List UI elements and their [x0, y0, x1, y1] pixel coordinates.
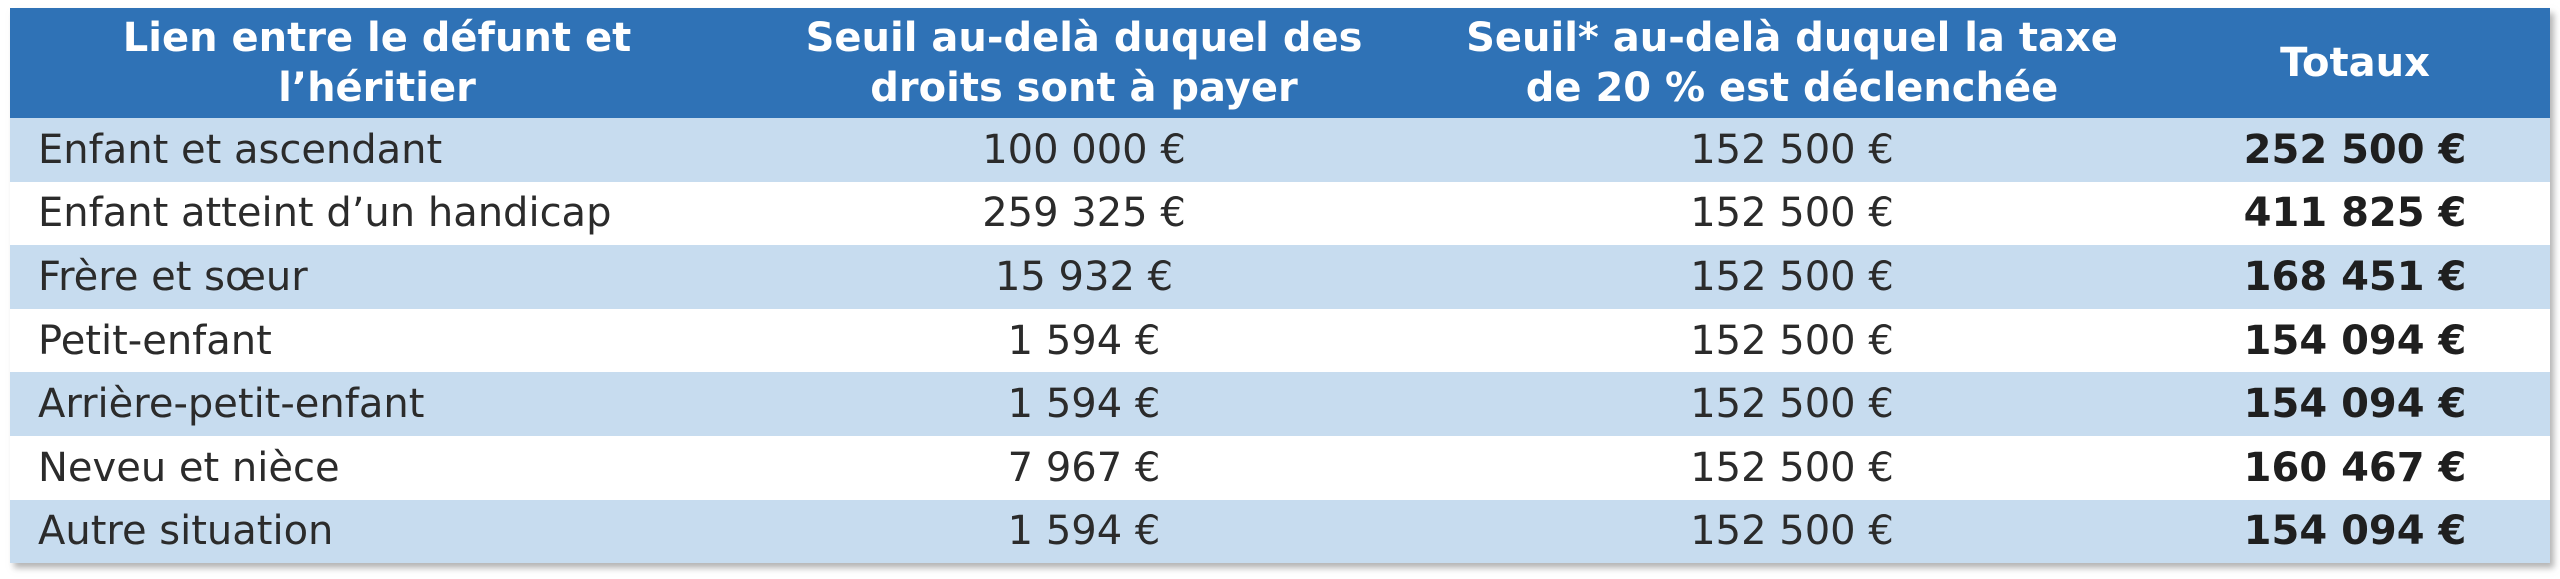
relation-cell: Neveu et nièce	[10, 435, 744, 500]
seuil-taxe-cell: 152 500 €	[1424, 308, 2160, 373]
total-cell: 160 467 €	[2160, 435, 2550, 500]
relation-cell: Enfant et ascendant	[10, 118, 744, 182]
table-row: Autre situation 1 594 € 152 500 € 154 09…	[10, 499, 2550, 564]
table-row: Frère et sœur 15 932 € 152 500 € 168 451…	[10, 245, 2550, 309]
header-row: Lien entre le défunt et l’héritier Seuil…	[10, 8, 2550, 118]
table-row: Enfant et ascendant 100 000 € 152 500 € …	[10, 118, 2550, 182]
seuil-taxe-cell: 152 500 €	[1424, 118, 2160, 182]
relation-cell: Frère et sœur	[10, 245, 744, 309]
seuil-taxe-cell: 152 500 €	[1424, 372, 2160, 436]
header-seuil-droits: Seuil au-delà duquel des droits sont à p…	[744, 8, 1424, 118]
seuil-droits-cell: 259 325 €	[744, 181, 1424, 246]
seuil-taxe-cell: 152 500 €	[1424, 245, 2160, 309]
seuil-droits-cell: 100 000 €	[744, 118, 1424, 182]
relation-cell: Arrière-petit-enfant	[10, 372, 744, 436]
table-row: Petit-enfant 1 594 € 152 500 € 154 094 €	[10, 308, 2550, 373]
total-cell: 154 094 €	[2160, 499, 2550, 564]
seuil-droits-cell: 1 594 €	[744, 372, 1424, 436]
seuil-taxe-cell: 152 500 €	[1424, 435, 2160, 500]
relation-cell: Enfant atteint d’un handicap	[10, 181, 744, 246]
table-row: Enfant atteint d’un handicap 259 325 € 1…	[10, 181, 2550, 246]
seuil-droits-cell: 15 932 €	[744, 245, 1424, 309]
table-body: Enfant et ascendant 100 000 € 152 500 € …	[10, 118, 2550, 564]
seuil-droits-cell: 7 967 €	[744, 435, 1424, 500]
seuil-taxe-cell: 152 500 €	[1424, 181, 2160, 246]
header-relation: Lien entre le défunt et l’héritier	[10, 8, 744, 118]
total-cell: 168 451 €	[2160, 245, 2550, 309]
table-row: Arrière-petit-enfant 1 594 € 152 500 € 1…	[10, 372, 2550, 436]
table-row: Neveu et nièce 7 967 € 152 500 € 160 467…	[10, 435, 2550, 500]
seuil-droits-cell: 1 594 €	[744, 499, 1424, 564]
seuil-taxe-cell: 152 500 €	[1424, 499, 2160, 564]
relation-cell: Autre situation	[10, 499, 744, 564]
seuil-droits-cell: 1 594 €	[744, 308, 1424, 373]
total-cell: 252 500 €	[2160, 118, 2550, 182]
total-cell: 411 825 €	[2160, 181, 2550, 246]
header-seuil-taxe: Seuil* au-delà duquel la taxe de 20 % es…	[1424, 8, 2160, 118]
total-cell: 154 094 €	[2160, 372, 2550, 436]
relation-cell: Petit-enfant	[10, 308, 744, 373]
total-cell: 154 094 €	[2160, 308, 2550, 373]
inheritance-threshold-table: Lien entre le défunt et l’héritier Seuil…	[10, 8, 2550, 564]
table-header: Lien entre le défunt et l’héritier Seuil…	[10, 8, 2550, 118]
inheritance-threshold-table-container: Lien entre le défunt et l’héritier Seuil…	[10, 8, 2550, 564]
header-totaux: Totaux	[2160, 8, 2550, 118]
